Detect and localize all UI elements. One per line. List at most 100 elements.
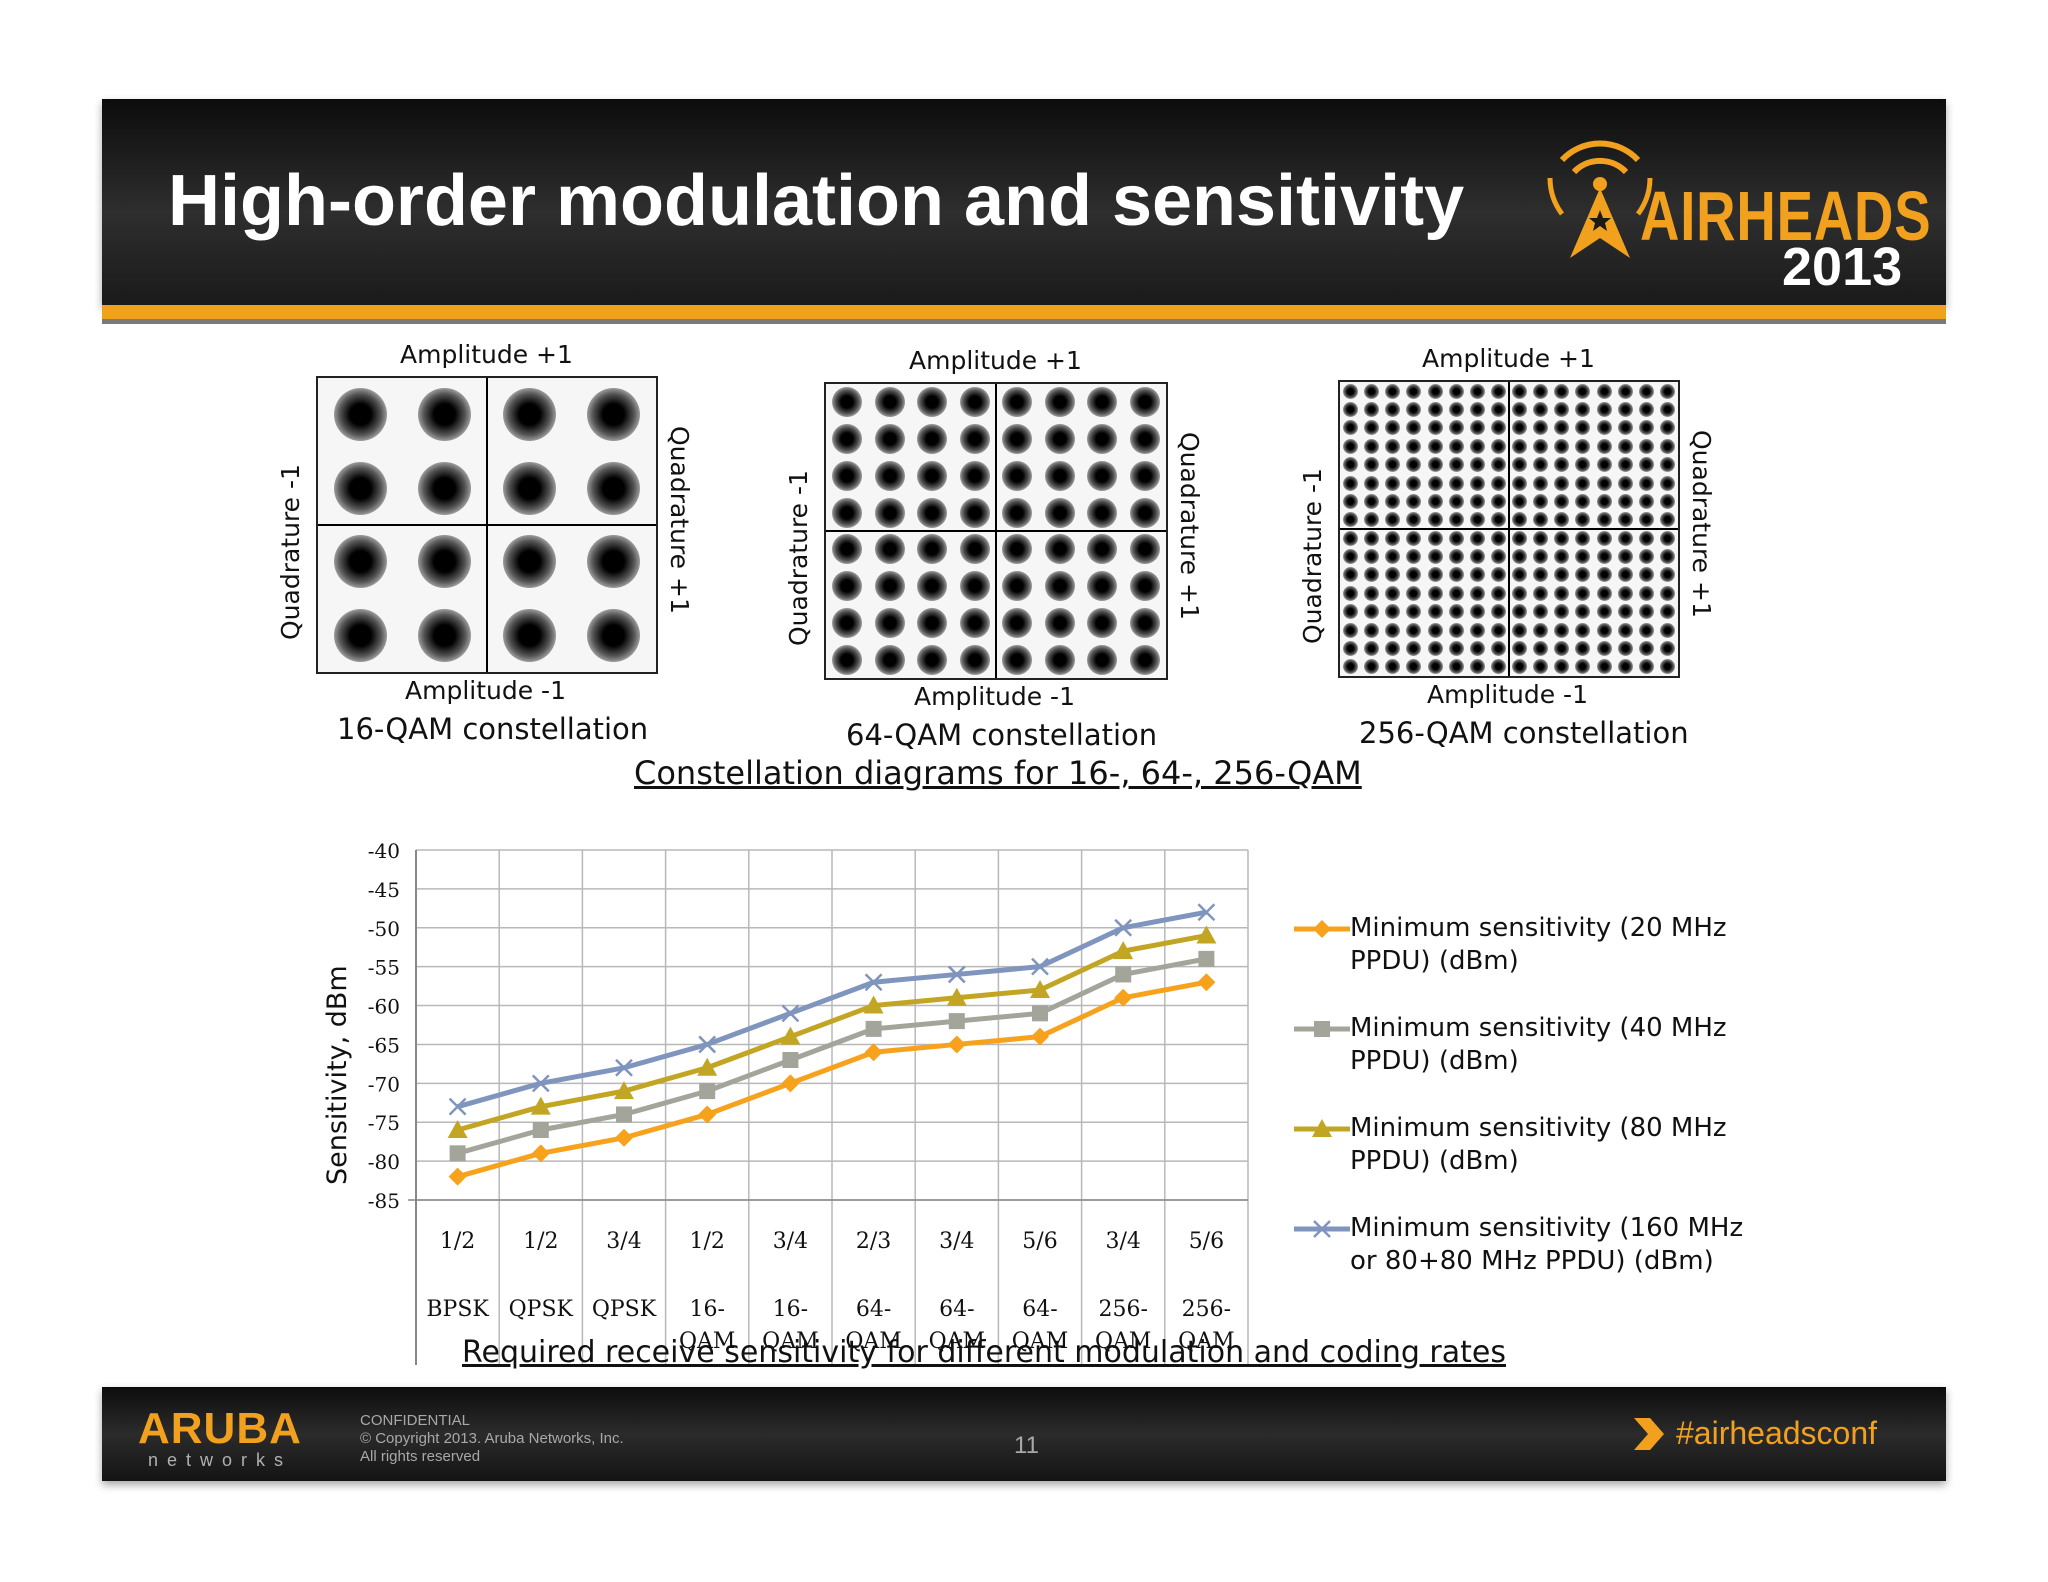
footer-copyright: © Copyright 2013. Aruba Networks, Inc. (360, 1430, 624, 1447)
series-line-3 (456, 933, 1207, 1133)
constellation-point (1364, 622, 1380, 638)
constellation-point (1659, 640, 1675, 656)
marker-stroke (1313, 1220, 1331, 1238)
x-tick-modulation-label: QAM (762, 1329, 818, 1354)
constellation-point (1575, 475, 1591, 491)
constellation-point (1427, 438, 1443, 454)
constellation-point (1448, 530, 1464, 546)
constellation-point (1490, 457, 1506, 473)
x-tick-modulation-label: 64- (856, 1297, 891, 1322)
data-point (531, 1144, 550, 1163)
constellation-point (1659, 659, 1675, 675)
constellation-point (1385, 402, 1401, 418)
constellation-caption: Constellation diagrams for 16-, 64-, 256… (634, 754, 1362, 792)
constellation-point (1044, 571, 1075, 602)
data-point (531, 1074, 550, 1093)
constellation-point (1427, 549, 1443, 565)
constellation-point (1533, 567, 1549, 583)
constellation-point (1512, 512, 1528, 528)
constellation-point (333, 388, 387, 442)
constellation-point (1554, 438, 1570, 454)
constellation-point (1044, 460, 1075, 491)
constellation-caption-64-qam: 64-QAM constellation (846, 718, 1158, 752)
constellation-point (1364, 420, 1380, 436)
constellation-point (1129, 644, 1160, 675)
constellation-point (1638, 640, 1654, 656)
constellation-point (1638, 622, 1654, 638)
constellation-point (1596, 622, 1612, 638)
constellation-point (959, 497, 990, 528)
constellation-point (1533, 549, 1549, 565)
x-tick-modulation-label: QAM (929, 1329, 985, 1354)
constellation-point (917, 534, 948, 565)
y-tick-label: -75 (368, 1111, 400, 1135)
constellation-point (1659, 457, 1675, 473)
constellation-point (1617, 383, 1633, 399)
marker-stroke (531, 1074, 550, 1093)
hashtag-link[interactable]: #airheadsconf (1676, 1415, 1878, 1451)
data-point (449, 1145, 466, 1162)
constellation-top-label: Amplitude +1 (400, 340, 573, 369)
constellation-point (1343, 493, 1359, 509)
constellation-point (1469, 640, 1485, 656)
x-tick-modulation-label: 256- (1182, 1297, 1231, 1322)
constellation-point (418, 535, 472, 589)
x-tick-modulation-label: BPSK (426, 1297, 489, 1322)
legend-swatch-marker (1314, 1021, 1330, 1037)
constellation-point (1129, 460, 1160, 491)
constellation-point (1343, 530, 1359, 546)
constellation-point (1343, 549, 1359, 565)
marker-stroke (864, 973, 883, 992)
y-tick-label: -60 (368, 995, 400, 1019)
y-tick-label: -65 (368, 1033, 400, 1057)
constellation-point (1533, 585, 1549, 601)
airheads-logo-text: AIRHEADS (1640, 177, 1932, 255)
constellation-point (1490, 530, 1506, 546)
constellation-point (1554, 512, 1570, 528)
constellation-point (1596, 640, 1612, 656)
constellation-point (1469, 402, 1485, 418)
series-line-4 (456, 909, 1207, 1110)
constellation-point (1617, 549, 1633, 565)
data-point (780, 1026, 801, 1045)
constellation-point (1406, 530, 1422, 546)
constellation-point (1617, 640, 1633, 656)
constellation-point (1659, 493, 1675, 509)
marker-stroke (1114, 918, 1133, 937)
constellation-point (333, 461, 387, 515)
constellation-16-qam (316, 376, 658, 674)
constellation-point (1533, 383, 1549, 399)
constellation-point (1427, 640, 1443, 656)
constellation-point (1087, 497, 1118, 528)
constellation-top-label: Amplitude +1 (1422, 344, 1595, 373)
constellation-point (1512, 530, 1528, 546)
constellation-point (874, 460, 905, 491)
constellation-point (1044, 497, 1075, 528)
constellation-point (1364, 475, 1380, 491)
constellation-point (917, 497, 948, 528)
constellation-point (1044, 387, 1075, 418)
constellation-point (1554, 585, 1570, 601)
constellation-point (1596, 585, 1612, 601)
constellation-bottom-label: Amplitude -1 (405, 676, 566, 705)
footer-confidential: CONFIDENTIAL (360, 1412, 471, 1429)
constellation-point (1343, 475, 1359, 491)
constellation-point (1385, 659, 1401, 675)
constellation-point (1617, 475, 1633, 491)
constellation-point (1364, 549, 1380, 565)
y-tick-label: -70 (368, 1072, 400, 1096)
constellation-point (1448, 512, 1464, 528)
marker-stroke (1197, 903, 1216, 922)
constellation-point (1343, 585, 1359, 601)
constellation-point (1659, 530, 1675, 546)
constellation-point (1638, 383, 1654, 399)
constellation-point (1575, 420, 1591, 436)
data-point (1114, 918, 1133, 937)
legend-entry: Minimum sensitivity (40 MHz PPDU) (dBm) (1350, 1013, 1727, 1076)
constellation-point (1406, 604, 1422, 620)
constellation-point (1427, 604, 1443, 620)
constellation-caption-16-qam: 16-QAM constellation (337, 712, 649, 746)
constellation-point (1596, 420, 1612, 436)
header-bar (102, 99, 1946, 305)
